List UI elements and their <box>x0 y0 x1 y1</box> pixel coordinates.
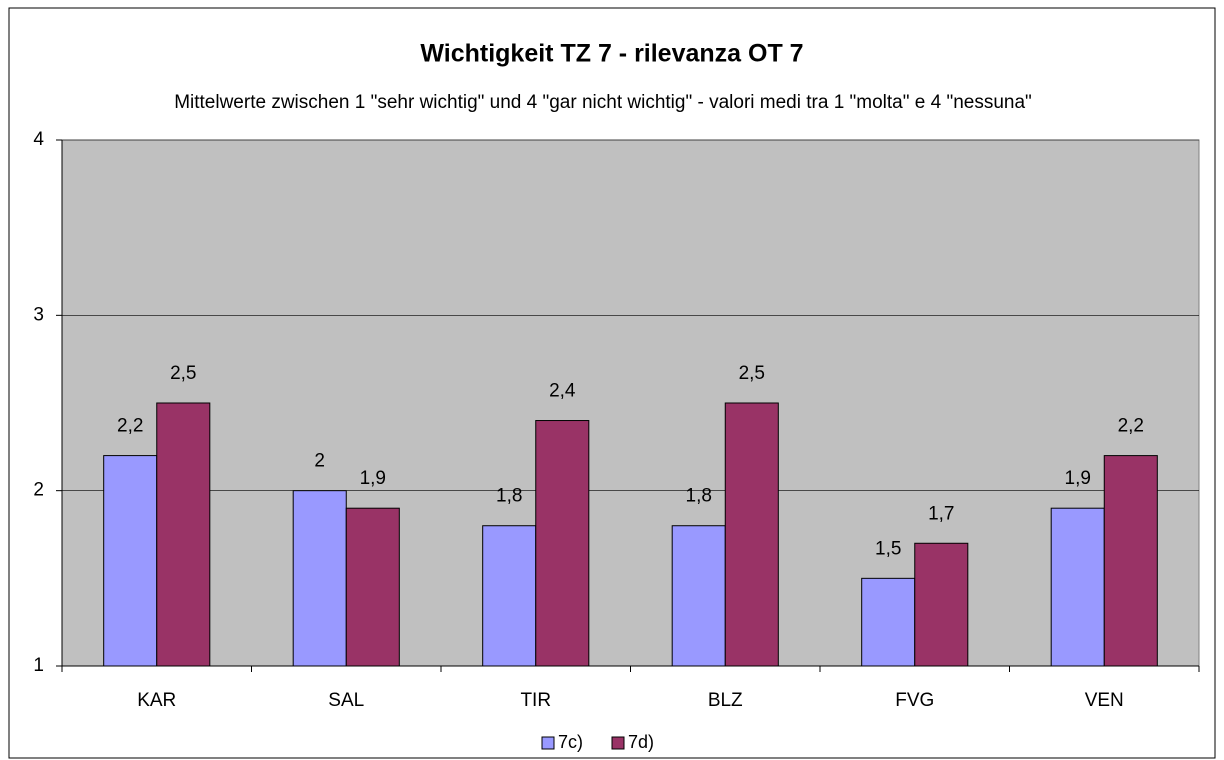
y-tick-label: 2 <box>33 480 44 501</box>
bar <box>103 455 158 667</box>
x-tick-label: SAL <box>328 690 364 711</box>
value-label: 2,5 <box>170 363 196 384</box>
bar <box>914 542 969 667</box>
value-label: 1,8 <box>496 486 522 507</box>
x-tick-label: BLZ <box>708 690 743 711</box>
bar <box>482 525 537 667</box>
bar <box>156 402 211 667</box>
bar <box>535 420 590 667</box>
y-tick-label: 3 <box>33 304 44 325</box>
bar <box>671 525 726 667</box>
value-label: 2,2 <box>117 416 143 437</box>
value-label: 1,5 <box>875 538 901 559</box>
bar <box>292 490 347 667</box>
value-label: 2,4 <box>549 381 576 402</box>
x-tick-label: FVG <box>895 690 934 711</box>
chart-title: Wichtigkeit TZ 7 - rilevanza OT 7 <box>420 40 803 68</box>
bar <box>861 577 916 667</box>
bar <box>1103 455 1158 667</box>
value-label: 1,9 <box>360 468 386 489</box>
legend-swatch <box>611 736 625 750</box>
y-tick-label: 1 <box>33 655 44 676</box>
legend-label: 7c) <box>558 732 583 752</box>
plot-area <box>61 139 1200 667</box>
legend-label: 7d) <box>628 732 654 752</box>
value-label: 1,7 <box>928 503 954 524</box>
value-label: 2,5 <box>739 363 765 384</box>
value-label: 2,2 <box>1118 416 1144 437</box>
value-label: 1,9 <box>1065 468 1091 489</box>
x-tick-label: VEN <box>1085 690 1124 711</box>
y-tick-label: 4 <box>33 129 44 150</box>
bar <box>1050 507 1105 667</box>
chart-subtitle: Mittelwerte zwischen 1 "sehr wichtig" un… <box>174 92 1032 113</box>
x-tick-label: KAR <box>137 690 176 711</box>
bar <box>345 507 400 667</box>
value-label: 1,8 <box>686 486 712 507</box>
x-tick-label: TIR <box>520 690 551 711</box>
legend-swatch <box>541 736 555 750</box>
value-label: 2 <box>314 451 325 472</box>
bar <box>724 402 779 667</box>
